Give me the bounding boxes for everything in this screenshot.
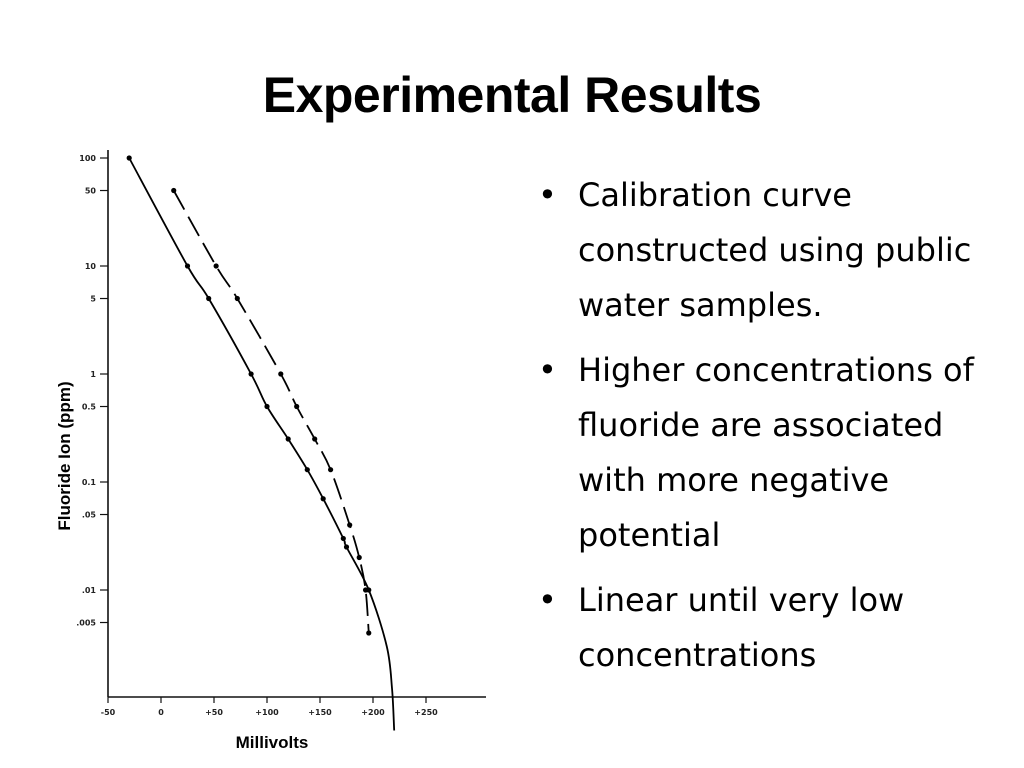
dashed-series-point — [294, 403, 300, 410]
solid-series-point — [285, 436, 291, 442]
dashed-series-point — [328, 467, 334, 473]
y-tick-label: 100 — [79, 154, 96, 163]
solid-series-point — [248, 371, 254, 377]
solid-series-point — [264, 403, 270, 410]
solid-series-point — [206, 295, 212, 302]
y-tick-label: .005 — [76, 619, 96, 628]
chart-axis-titles: Millivolts Fluoride Ion (ppm) — [55, 381, 308, 752]
solid-series-point — [304, 467, 310, 473]
y-tick-label: 5 — [90, 295, 96, 304]
y-tick-label: 0.1 — [82, 478, 97, 487]
x-tick-label: 0 — [158, 708, 164, 717]
slide-title: Experimental Results — [262, 67, 762, 123]
solid-series-line — [128, 157, 396, 731]
solid-series-point — [320, 496, 326, 502]
bullet-item: Higher concentrations of fluoride are as… — [538, 343, 1008, 563]
chart-axes: 100 50 10 5 1 0.5 0.1 .05 .01 .005 -50 0 +50 +100 +150… — [76, 150, 486, 717]
y-tick-label: 10 — [85, 262, 97, 271]
dashed-series-line — [172, 190, 370, 634]
bullet-item: Calibration curve constructed using publ… — [538, 168, 1008, 333]
y-tick-label: 1 — [90, 370, 96, 379]
y-tick-label: 50 — [85, 187, 97, 196]
dashed-series-point — [312, 436, 318, 442]
dashed-series-point — [347, 522, 353, 528]
dashed-series-point — [234, 295, 240, 302]
dashed-series-point — [362, 587, 369, 593]
dashed-series-point — [213, 263, 219, 269]
x-tick-label: +250 — [414, 708, 438, 717]
x-axis-title: Millivolts — [236, 733, 309, 752]
y-tick-label: 0.5 — [82, 403, 97, 412]
chart-series — [126, 155, 396, 731]
bullet-item: Linear until very low concentrations — [538, 573, 1008, 683]
dashed-series-point — [278, 371, 284, 377]
dashed-series-point — [171, 187, 177, 194]
dashed-series-point — [366, 630, 372, 636]
y-axis-title: Fluoride Ion (ppm) — [55, 381, 74, 530]
x-tick-label: -50 — [101, 708, 116, 717]
bullet-list: Calibration curve constructed using publ… — [538, 168, 1008, 693]
solid-series-point — [340, 535, 346, 542]
dashed-series-point — [356, 554, 362, 561]
x-tick-label: +50 — [205, 708, 223, 717]
solid-series-point — [343, 544, 350, 550]
x-tick-label: +200 — [361, 708, 385, 717]
y-tick-label: .01 — [82, 586, 97, 595]
x-tick-label: +100 — [255, 708, 279, 717]
y-tick-label: .05 — [82, 511, 97, 520]
solid-series-point — [126, 155, 132, 161]
solid-series-point — [184, 263, 191, 269]
x-tick-label: +150 — [308, 708, 332, 717]
